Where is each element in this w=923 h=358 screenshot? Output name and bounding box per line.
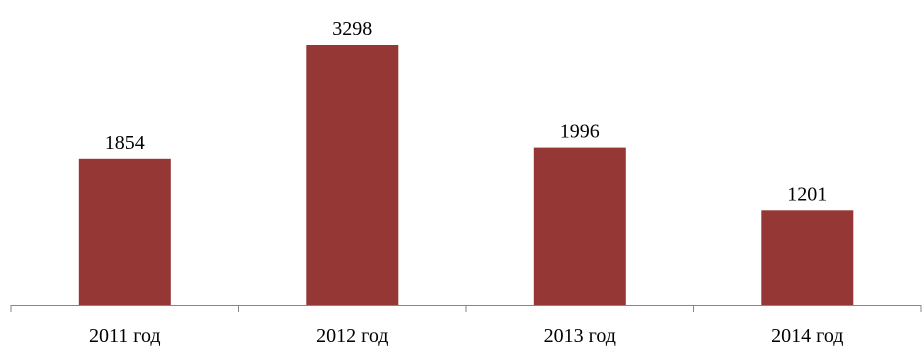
labels-layer: 1854 3298 1996 1201 2011 год 2012 год 2013 год… <box>89 18 843 347</box>
data-label: 1854 <box>105 132 145 154</box>
x-axis <box>10 305 922 312</box>
x-tick-label: 2013 год <box>544 325 616 347</box>
data-label: 1201 <box>787 183 827 205</box>
data-label: 1996 <box>560 121 600 143</box>
x-tick-label: 2011 год <box>89 325 161 347</box>
bar-2013 <box>533 147 626 305</box>
bar-2011 <box>78 158 171 305</box>
bar-2012 <box>306 45 399 305</box>
data-label: 3298 <box>332 18 372 40</box>
bar-2014 <box>761 210 854 305</box>
bars-layer <box>78 45 854 305</box>
x-tick-label: 2012 год <box>316 325 388 347</box>
x-tick-label: 2014 год <box>771 325 843 347</box>
